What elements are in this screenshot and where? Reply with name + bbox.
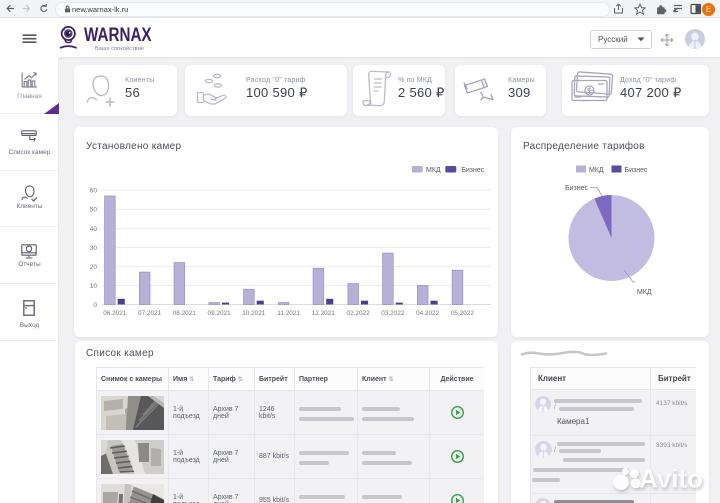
svg-text:05.2022: 05.2022	[451, 310, 475, 317]
svg-text:Бизнес: Бизнес	[625, 167, 648, 174]
svg-text:50: 50	[90, 207, 98, 214]
svg-text:Avito: Avito	[639, 464, 703, 494]
svg-text:Бизнес: Бизнес	[461, 167, 484, 174]
svg-text:06.2021: 06.2021	[103, 310, 127, 317]
svg-text:МКД: МКД	[589, 167, 604, 174]
svg-text:04.2022: 04.2022	[416, 310, 440, 317]
svg-text:10: 10	[90, 283, 98, 290]
svg-text:07.2021: 07.2021	[138, 310, 162, 317]
svg-text:Бизнес: Бизнес	[565, 185, 588, 192]
svg-text:МКД: МКД	[426, 167, 441, 174]
svg-text:20: 20	[90, 264, 98, 271]
svg-text:МКД: МКД	[637, 289, 652, 296]
svg-text:30: 30	[90, 245, 98, 252]
svg-text:60: 60	[90, 188, 98, 195]
svg-text:11.2021: 11.2021	[277, 310, 300, 317]
svg-text:0: 0	[93, 302, 97, 309]
svg-text:02.2022: 02.2022	[347, 310, 371, 317]
svg-text:10.2021: 10.2021	[242, 310, 266, 317]
svg-text:03.2022: 03.2022	[381, 310, 405, 317]
svg-text:40: 40	[90, 226, 98, 233]
svg-text:12.2021: 12.2021	[312, 310, 336, 317]
svg-text:09.2021: 09.2021	[208, 310, 232, 317]
svg-text:08.2021: 08.2021	[173, 310, 197, 317]
